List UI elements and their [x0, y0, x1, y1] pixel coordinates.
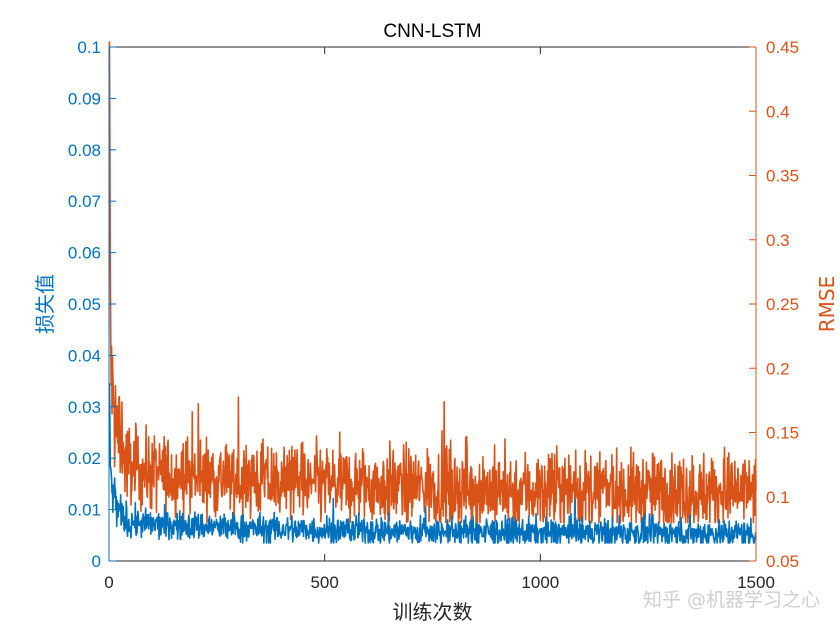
x-tick-label: 0 — [104, 573, 113, 592]
chart-title: CNN-LSTM — [383, 21, 481, 42]
x-tick-label: 500 — [310, 573, 338, 592]
y-axis-left: 0 0.01 0.02 0.03 0.04 0.05 0.06 0.07 0.08 0.09 0.1 — [68, 38, 116, 571]
plot-area — [108, 41, 757, 544]
watermark: 知乎 @机器学习之心 — [643, 589, 820, 611]
y-axis-right-label: RMSE — [815, 276, 839, 332]
y-left-tick-label: 0.08 — [68, 141, 101, 160]
y-right-tick-label: 0.3 — [766, 231, 790, 250]
y-right-tick-label: 0.15 — [766, 424, 799, 443]
y-left-tick-label: 0.04 — [68, 346, 101, 365]
y-right-tick-label: 0.25 — [766, 295, 799, 314]
y-right-tick-label: 0.05 — [766, 552, 799, 571]
rmse-series-line — [108, 41, 757, 524]
x-axis: 0 500 1000 1500 — [104, 46, 775, 592]
y-left-tick-label: 0.02 — [68, 449, 101, 468]
y-right-tick-label: 0.45 — [766, 38, 799, 57]
y-left-tick-label: 0.07 — [68, 192, 101, 211]
x-tick-label: 1500 — [737, 573, 775, 592]
y-left-tick-label: 0 — [92, 552, 101, 571]
x-axis-label: 训练次数 — [393, 600, 473, 624]
y-right-tick-label: 0.4 — [766, 102, 790, 121]
y-axis-right: 0.05 0.1 0.15 0.2 0.25 0.3 0.35 0.4 0.45 — [749, 38, 799, 571]
y-right-tick-label: 0.35 — [766, 167, 799, 186]
y-axis-left-label: 损失值 — [33, 274, 57, 334]
x-tick-label: 1000 — [521, 573, 559, 592]
y-left-tick-label: 0.01 — [68, 501, 101, 520]
y-left-tick-label: 0.05 — [68, 295, 101, 314]
y-right-tick-label: 0.1 — [766, 488, 790, 507]
y-left-tick-label: 0.09 — [68, 89, 101, 108]
y-left-tick-label: 0.03 — [68, 398, 101, 417]
y-left-tick-label: 0.1 — [77, 38, 101, 57]
loss-series-line — [108, 383, 757, 544]
y-left-tick-label: 0.06 — [68, 244, 101, 263]
y-right-tick-label: 0.2 — [766, 359, 790, 378]
